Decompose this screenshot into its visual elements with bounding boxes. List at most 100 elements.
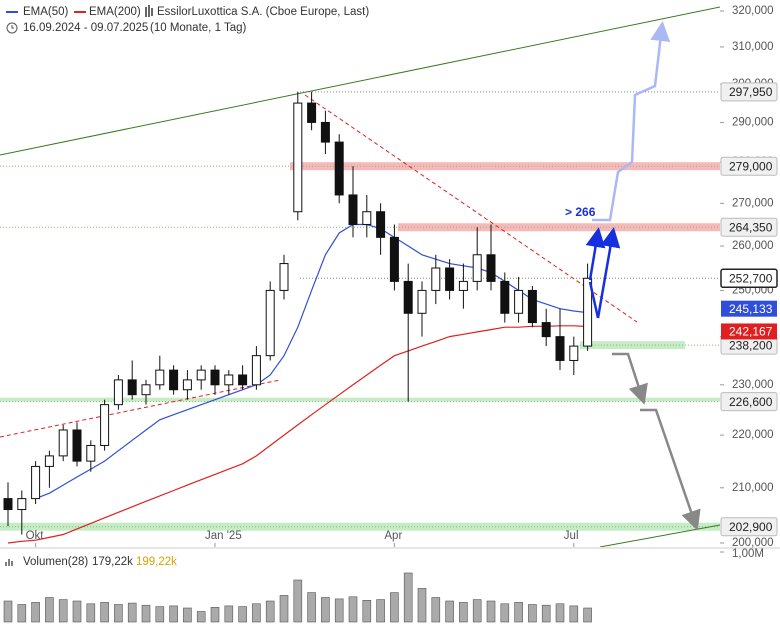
ema-box	[721, 300, 777, 317]
level-label: 202,900	[729, 520, 773, 534]
volume-bar	[238, 606, 247, 623]
candle-body	[514, 289, 524, 314]
trend-line	[0, 6, 720, 156]
volume-icon	[5, 559, 13, 566]
volume-bar	[127, 602, 137, 623]
volume-bar	[114, 604, 123, 623]
candle-body	[334, 141, 344, 196]
level-band	[580, 341, 685, 350]
volume-bar	[31, 602, 40, 623]
candle-body	[403, 280, 413, 314]
candle-body	[251, 355, 261, 386]
plot	[3, 91, 593, 544]
candle-body	[431, 267, 441, 291]
volume-bar	[321, 597, 330, 623]
candle-body	[113, 379, 123, 406]
arrow	[588, 281, 600, 319]
volume-readout: 199,22k	[136, 556, 177, 568]
volume-name: Volumen(28)	[23, 556, 88, 568]
volume-bar	[472, 599, 482, 623]
candle-body	[458, 280, 468, 291]
candle-body	[376, 211, 386, 238]
volume-bar	[141, 604, 151, 623]
volume-bar	[417, 588, 427, 623]
candle-body	[583, 277, 593, 347]
candle-body	[182, 379, 192, 391]
candle-body	[293, 102, 303, 213]
candle-body	[58, 429, 68, 457]
candle-body	[224, 374, 234, 386]
candle-body	[569, 345, 579, 361]
candle-body	[127, 379, 137, 396]
arrow	[592, 21, 671, 222]
volume-bar	[196, 611, 206, 623]
volume-bar	[279, 595, 289, 623]
trend-lines	[0, 6, 720, 547]
volume-bar	[403, 572, 413, 623]
volume-bar	[390, 592, 399, 623]
candle-body	[17, 498, 27, 511]
x-tick-label: Okt	[26, 530, 45, 542]
volume-bar	[376, 599, 385, 623]
candle-body	[169, 369, 179, 391]
volume-bar	[3, 600, 13, 623]
clock-icon	[6, 22, 18, 34]
volume-bar	[486, 600, 496, 623]
y-tick-label: 210,000	[732, 482, 774, 494]
legend-label: EMA(200)	[89, 6, 141, 18]
volume-bar	[445, 600, 454, 623]
ema-box	[721, 323, 777, 340]
x-tick-label: Jul	[564, 530, 579, 542]
y-tick-label: 220,000	[732, 429, 774, 441]
candle-body	[541, 322, 551, 338]
level-label: 252,700	[729, 271, 773, 285]
range-note: (10 Monate, 1 Tag)	[150, 22, 246, 34]
volume-bar	[307, 592, 316, 623]
ema-line	[35, 223, 588, 500]
arrows	[585, 21, 701, 531]
volume-bar	[45, 597, 54, 623]
level-label: 297,950	[729, 85, 773, 99]
legend-label: EMA(50)	[23, 6, 69, 18]
level-label: 279,000	[729, 159, 773, 173]
candle-body	[155, 369, 165, 386]
level-box	[720, 392, 778, 412]
volume-bar	[169, 605, 178, 623]
candle-body	[348, 194, 358, 225]
volume-bar	[334, 598, 344, 623]
volume-bar	[459, 602, 468, 623]
ema-label: 242,167	[729, 325, 773, 339]
volume-bar	[265, 600, 275, 623]
level-box	[720, 82, 778, 102]
volume-bar	[569, 605, 579, 623]
candle-body	[72, 429, 82, 462]
level-band	[0, 397, 720, 402]
volume-bar	[583, 607, 592, 623]
candle-body	[196, 369, 206, 381]
candle-body	[279, 263, 289, 291]
volume-bar	[528, 604, 537, 623]
volume-bar	[100, 602, 109, 623]
x-tick-label: Jan '25	[205, 530, 242, 542]
level-label: 264,350	[729, 220, 773, 234]
volume-bar	[17, 604, 27, 623]
candle-body	[389, 236, 399, 282]
candle-body	[265, 289, 275, 357]
volume-bar	[86, 603, 96, 623]
y-tick-label: 200,000	[732, 537, 774, 549]
y-tick-label: 310,000	[732, 41, 774, 53]
candle-body	[307, 102, 317, 123]
candle-body	[3, 498, 13, 511]
level-box	[720, 268, 778, 289]
candle-body	[238, 374, 248, 386]
volume-bar	[362, 599, 372, 623]
ema-label: 245,133	[729, 302, 773, 316]
candle-body	[527, 289, 537, 324]
arrow	[596, 227, 621, 319]
volume-bar	[500, 603, 510, 623]
arrow	[612, 352, 648, 405]
candle-body	[86, 444, 96, 462]
volume-bar	[541, 604, 551, 623]
candle-body	[44, 455, 54, 467]
